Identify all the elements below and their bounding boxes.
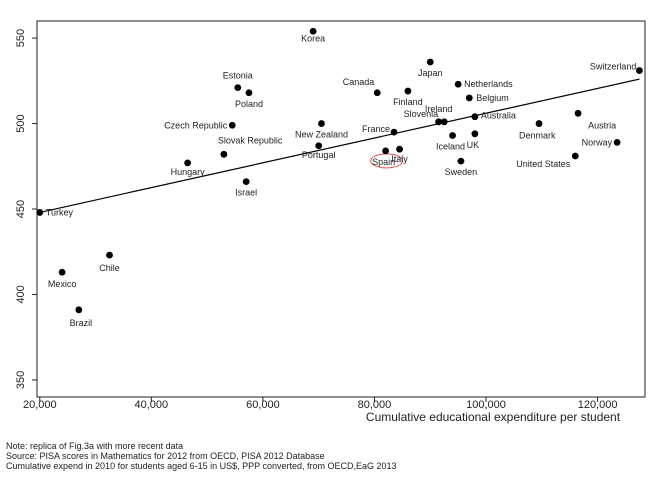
point-netherlands <box>454 80 462 88</box>
label-brazil: Brazil <box>70 318 93 328</box>
point-denmark <box>535 120 543 127</box>
point-poland <box>245 89 253 97</box>
point-finland <box>404 87 412 95</box>
point-uk <box>471 130 479 138</box>
y-tick-label: 500 <box>15 114 27 132</box>
label-belgium: Belgium <box>476 93 509 103</box>
point-portugal <box>315 142 323 150</box>
label-sweden: Sweden <box>445 167 478 177</box>
label-slovenia: Slovenia <box>404 109 439 119</box>
point-sweden <box>457 157 465 165</box>
y-tick-label: 450 <box>15 200 27 218</box>
point-canada <box>373 89 381 97</box>
x-tick-label: 60,000 <box>246 399 280 411</box>
point-united-states <box>571 152 579 160</box>
point-brazil <box>75 306 83 314</box>
label-australia: Australia <box>481 111 516 121</box>
point-austria <box>574 109 582 117</box>
point-israel <box>242 178 250 186</box>
label-israel: Israel <box>235 188 257 198</box>
point-slovak-republic <box>220 150 228 158</box>
label-poland: Poland <box>235 99 263 109</box>
chart-notes: Note: replica of Fig.3a with more recent… <box>6 441 397 471</box>
point-belgium <box>465 94 473 102</box>
y-tick-label: 550 <box>15 29 27 47</box>
label-switzerland: Switzerland <box>590 62 637 72</box>
note-line-2: Source: PISA scores in Mathematics for 2… <box>6 451 325 461</box>
x-tick-label: 40,000 <box>135 399 169 411</box>
label-mexico: Mexico <box>48 279 77 289</box>
label-norway: Norway <box>582 137 613 147</box>
label-finland: Finland <box>393 97 423 107</box>
label-italy: Italy <box>391 154 408 164</box>
point-turkey <box>36 209 44 216</box>
point-france <box>390 128 398 136</box>
point-norway <box>613 138 621 146</box>
data-points: Korea Switzerland Japan Netherlands Estonia P… <box>36 27 643 328</box>
label-netherlands: Netherlands <box>464 79 513 89</box>
point-czech-republic <box>228 121 236 129</box>
label-chile: Chile <box>99 263 120 273</box>
y-axis: 350 400 450 500 550 <box>15 29 37 389</box>
label-turkey: Turkey <box>46 207 74 217</box>
label-denmark: Denmark <box>519 131 556 141</box>
point-korea <box>309 27 317 35</box>
note-line-1: Note: replica of Fig.3a with more recent… <box>6 441 184 451</box>
x-axis-title: Cumulative educational expenditure per s… <box>366 410 621 424</box>
point-italy <box>396 145 403 153</box>
x-tick-label: 80,000 <box>358 399 392 411</box>
point-estonia <box>234 84 242 92</box>
point-ireland <box>435 118 443 126</box>
point-iceland <box>449 132 456 139</box>
label-czech-republic: Czech Republic <box>164 120 228 130</box>
label-spain: Spain <box>372 157 395 167</box>
x-axis: 20,000 40,000 60,000 80,000 100,000 120,000 <box>23 397 618 411</box>
y-tick-label: 350 <box>15 371 27 389</box>
label-france: France <box>362 124 390 134</box>
trend-line <box>39 78 640 214</box>
label-portugal: Portugal <box>302 150 336 160</box>
label-uk: UK <box>467 140 480 150</box>
plot-frame <box>36 20 646 398</box>
x-tick-label: 100,000 <box>466 399 506 411</box>
label-austria: Austria <box>588 120 616 130</box>
point-hungary <box>184 159 192 167</box>
label-ireland: Ireland <box>425 104 453 114</box>
label-hungary: Hungary <box>171 167 206 177</box>
label-korea: Korea <box>301 33 325 43</box>
label-iceland: Iceland <box>436 142 465 152</box>
point-new-zealand <box>318 120 325 127</box>
label-slovak-republic: Slovak Republic <box>218 135 283 145</box>
x-tick-label: 120,000 <box>578 399 618 411</box>
x-tick-label: 20,000 <box>23 399 57 411</box>
label-estonia: Estonia <box>223 71 253 81</box>
label-japan: Japan <box>418 68 443 78</box>
label-new-zealand: New Zealand <box>295 130 348 140</box>
label-united-states: United States <box>516 159 571 169</box>
point-slovenia <box>440 118 448 126</box>
point-australia <box>471 113 479 121</box>
point-mexico <box>58 268 66 276</box>
point-chile <box>106 251 113 259</box>
point-japan <box>426 58 434 66</box>
note-line-3: Cumulative expend in 2010 for students a… <box>6 461 397 471</box>
point-spain <box>382 147 390 155</box>
y-tick-label: 400 <box>15 285 27 303</box>
point-switzerland <box>636 67 643 74</box>
label-canada: Canada <box>343 77 375 87</box>
